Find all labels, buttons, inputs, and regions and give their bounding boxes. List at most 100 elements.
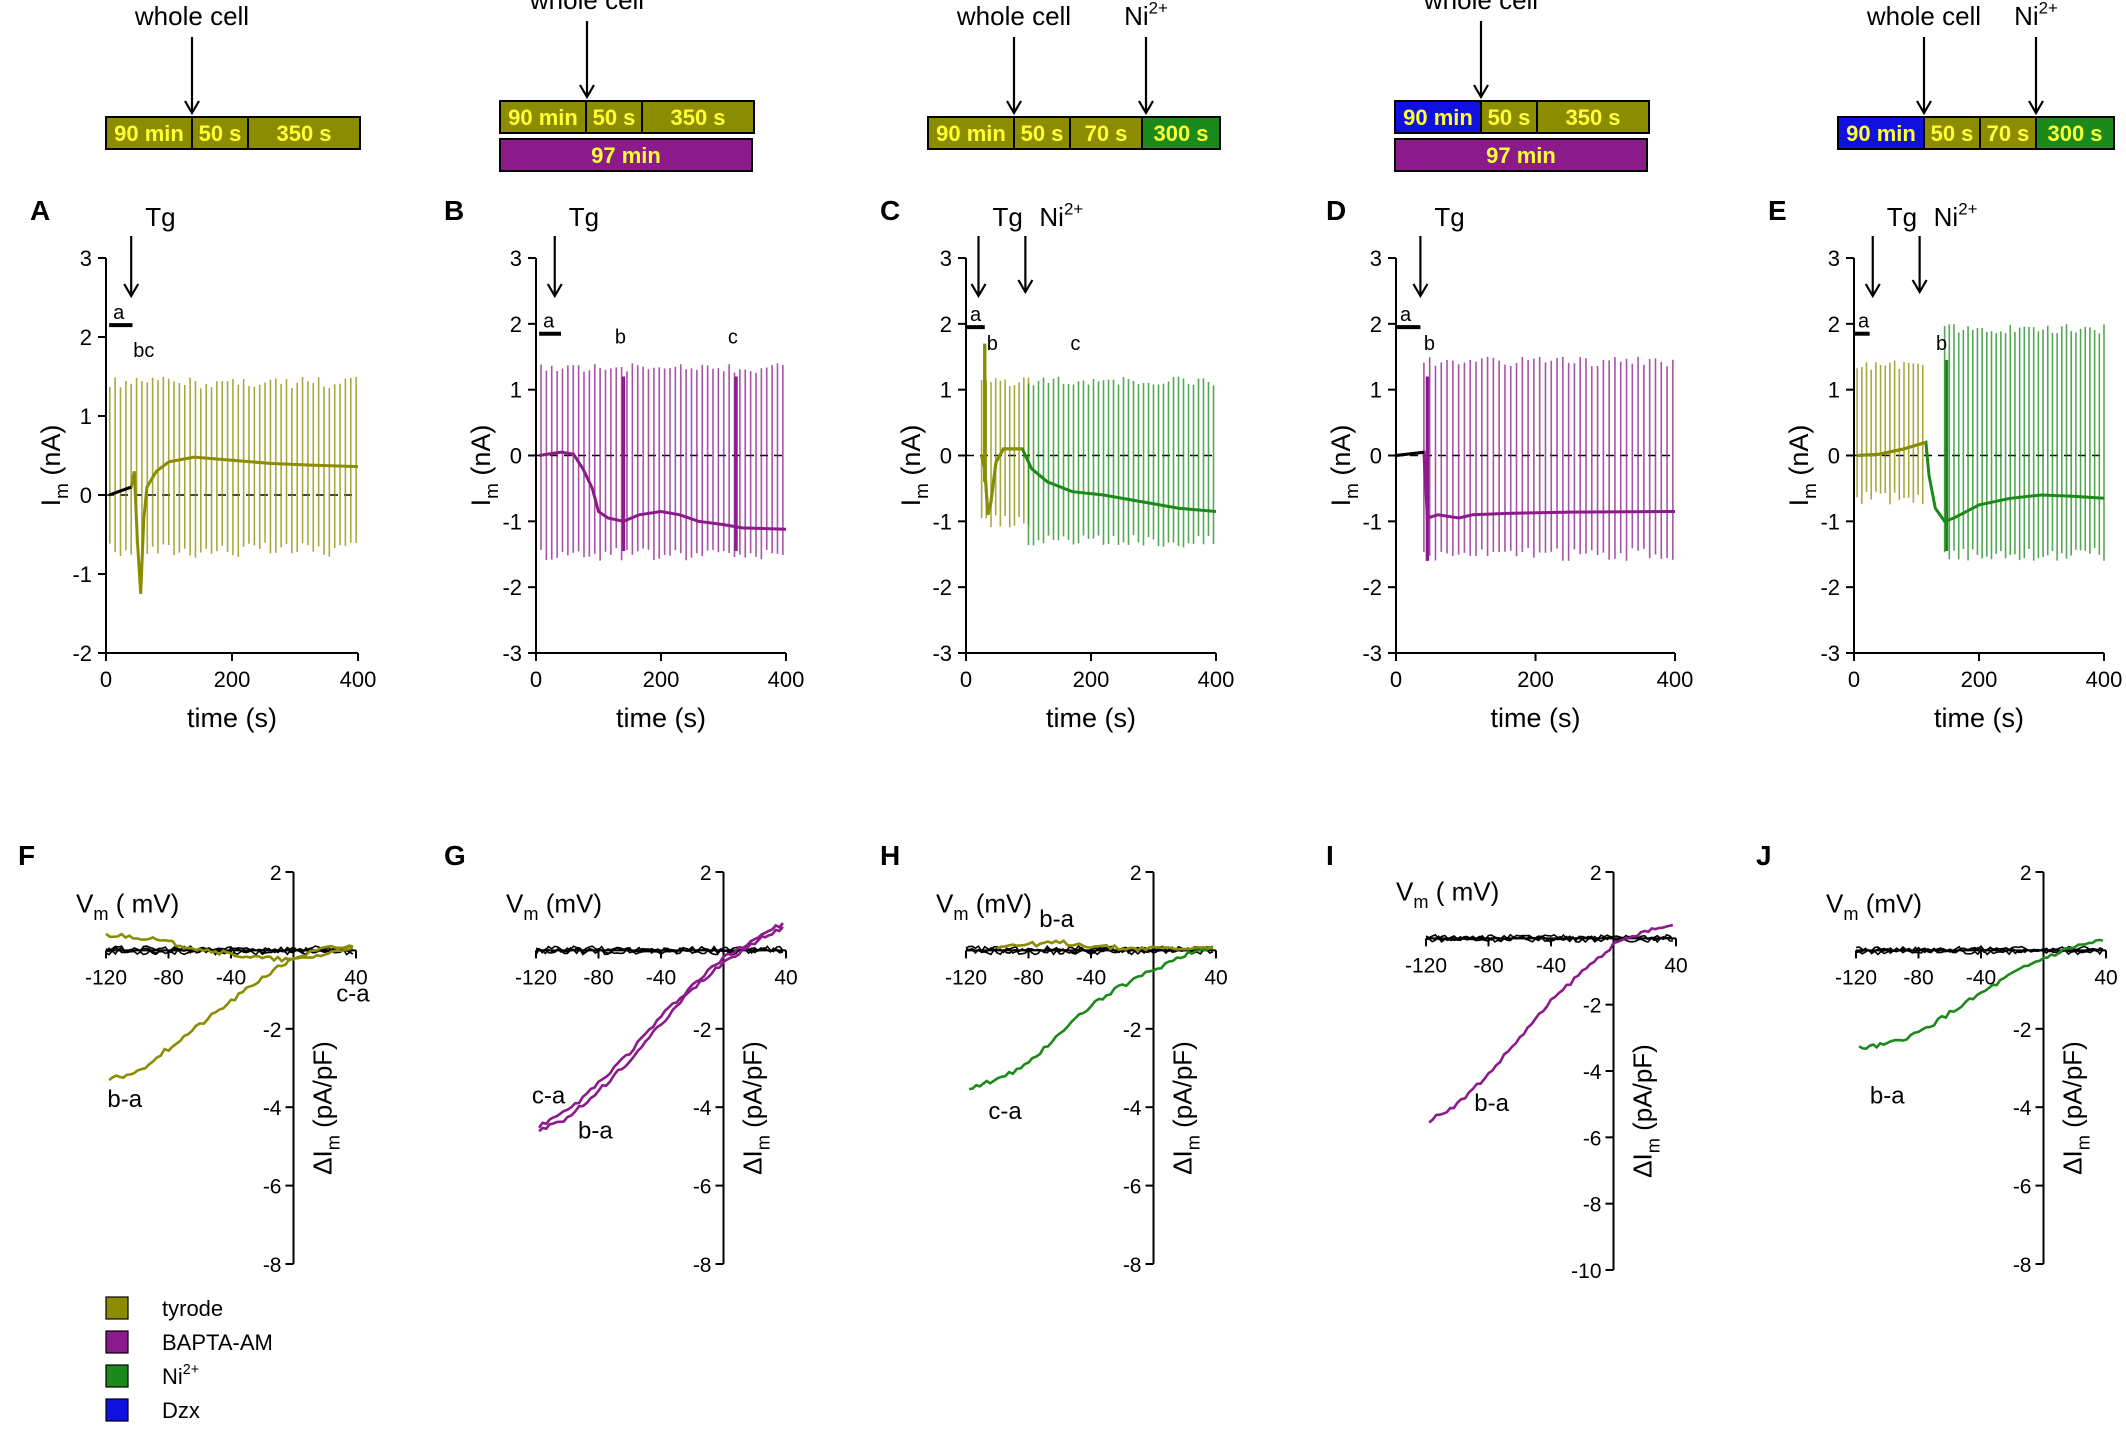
ni-label: Ni2+: [1124, 0, 1168, 31]
panel-letter: J: [1756, 840, 1772, 871]
y-axis-label: Im (nA): [896, 425, 933, 507]
protocol-segment-label: 50 s: [199, 121, 242, 146]
x-tick-label: -120: [1835, 966, 1877, 989]
ni-arrow-head: [1911, 279, 1928, 295]
x-axis-label: time (s): [1934, 703, 2024, 733]
protocol-bar: [1394, 138, 1648, 172]
ni-arrow-head: [2028, 100, 2044, 116]
panel-letter: B: [444, 195, 464, 226]
y-tick-label: -6: [263, 1176, 282, 1199]
protocol-segment-label: 300 s: [2047, 121, 2102, 146]
protocol-B: 90 min 50 s 350 s 97 min whole cell: [499, 0, 755, 172]
curve-label: c-a: [336, 980, 370, 1007]
protocol-segment: [1141, 116, 1221, 150]
legend-label: BAPTA-AM: [162, 1330, 273, 1355]
x-tick-label: -80: [1903, 966, 1933, 989]
panel-letter: D: [1326, 195, 1346, 226]
y-tick-label: -1: [932, 509, 952, 534]
protocol-segment: [1923, 116, 1981, 150]
y-tick-label: -10: [1571, 1260, 1601, 1283]
x-tick-label: -80: [583, 966, 613, 989]
x-tick-label: -40: [1076, 966, 1106, 989]
protocol-segment-label: 50 s: [1021, 121, 1064, 146]
protocol-segment: [191, 116, 249, 150]
y-tick-label: 3: [80, 246, 92, 271]
y-tick-label: -8: [693, 1254, 712, 1277]
protocol-segment-label: 300 s: [1153, 121, 1208, 146]
protocol-bar: [499, 138, 753, 172]
protocol-segment-label: 50 s: [1488, 105, 1531, 130]
y-tick-label: -8: [1123, 1254, 1142, 1277]
y-tick-label: -1: [72, 562, 92, 587]
legend: tyrode BAPTA-AM Ni2+ Dzx: [105, 1296, 273, 1423]
x-tick-label: -120: [515, 966, 557, 989]
protocol-E: 90 min 50 s 70 s 300 s whole cell Ni2+: [1837, 0, 2115, 150]
legend-label: Dzx: [162, 1398, 200, 1423]
protocol-segment: [2035, 116, 2115, 150]
time-mark-label: b: [1936, 333, 1947, 355]
x-tick-label: 200: [1961, 667, 1998, 692]
y-tick-label: 2: [80, 325, 92, 350]
baseline-trace: [965, 948, 1214, 956]
protocol-segment: [1536, 100, 1650, 134]
protocol-A: 90 min 50 s 350 s whole cell: [105, 1, 361, 150]
y-tick-label: -1: [502, 509, 522, 534]
x-axis-label: time (s): [187, 703, 277, 733]
protocol-C: 90 min 50 s 70 s 300 s whole cell Ni2+: [927, 0, 1221, 150]
x-tick-label: -120: [85, 966, 127, 989]
y-tick-label: -8: [263, 1254, 282, 1277]
whole-cell-label: whole cell: [956, 1, 1071, 31]
protocol-segment: [247, 116, 361, 150]
y-tick-label: -8: [1583, 1194, 1602, 1217]
ni-label: Ni2+: [2014, 0, 2058, 31]
panel-letter: I: [1326, 840, 1334, 871]
x-tick-label: 200: [1517, 667, 1554, 692]
protocol-segment-label: 90 min: [508, 105, 578, 130]
time-mark-label: b: [987, 333, 998, 355]
current-trace: [108, 455, 359, 594]
protocol-segment-label: 90 min: [1403, 105, 1473, 130]
voltage-label: Vm ( mV): [1396, 876, 1499, 912]
whole-cell-arrow-head: [1916, 100, 1932, 116]
y-tick-label: -6: [2013, 1176, 2032, 1199]
voltage-label: Vm (mV): [936, 888, 1032, 924]
tg-arrow-head: [1412, 283, 1429, 299]
protocol-segment-label: 70 s: [1085, 121, 1128, 146]
y-tick-label: 0: [1828, 444, 1840, 469]
tg-label: Tg: [1887, 202, 1917, 232]
x-tick-label: 400: [1657, 667, 1694, 692]
iv-curve: [968, 945, 1214, 1091]
y-tick-label: 1: [1370, 378, 1382, 403]
x-tick-label: 40: [2094, 966, 2117, 989]
y-tick-label: -8: [2013, 1254, 2032, 1277]
x-tick-label: 0: [100, 667, 112, 692]
x-tick-label: 0: [960, 667, 972, 692]
protocol-segment: [1394, 100, 1482, 134]
y-tick-label: -3: [932, 641, 952, 666]
y-tick-label: 2: [510, 312, 522, 337]
iv-curve: [105, 932, 354, 963]
y-axis-label: Im (nA): [1784, 425, 1821, 507]
protocol-segment: [105, 116, 193, 150]
panel-letter: G: [444, 840, 466, 871]
tg-label: Tg: [1434, 202, 1464, 232]
time-mark-label: c: [728, 327, 738, 349]
y-tick-label: -4: [263, 1097, 282, 1120]
y-tick-label: 2: [2020, 862, 2032, 885]
current-label: ΔIm (pA/pF): [1168, 1041, 1204, 1175]
x-axis-label: time (s): [616, 703, 706, 733]
current-label: ΔIm (pA/pF): [1628, 1044, 1664, 1178]
a-label: a: [1400, 304, 1412, 326]
x-tick-label: 0: [1390, 667, 1402, 692]
x-tick-label: 0: [1848, 667, 1860, 692]
protocol-segment-label: 90 min: [114, 121, 184, 146]
x-tick-label: 400: [2086, 667, 2123, 692]
protocol-segment-label: 350 s: [276, 121, 331, 146]
panel-G: G -120 -80 -40 40 -8 -6 -4 -2 2 Vm (mV) ΔIm (pA/pF)…: [444, 840, 798, 1277]
y-axis-label: Im (nA): [36, 425, 73, 507]
ni-arrow-head: [1017, 279, 1034, 295]
curve-label: b-a: [107, 1086, 142, 1113]
y-tick-label: 1: [1828, 378, 1840, 403]
y-tick-label: 3: [510, 246, 522, 271]
curve-label: c-a: [532, 1082, 566, 1109]
